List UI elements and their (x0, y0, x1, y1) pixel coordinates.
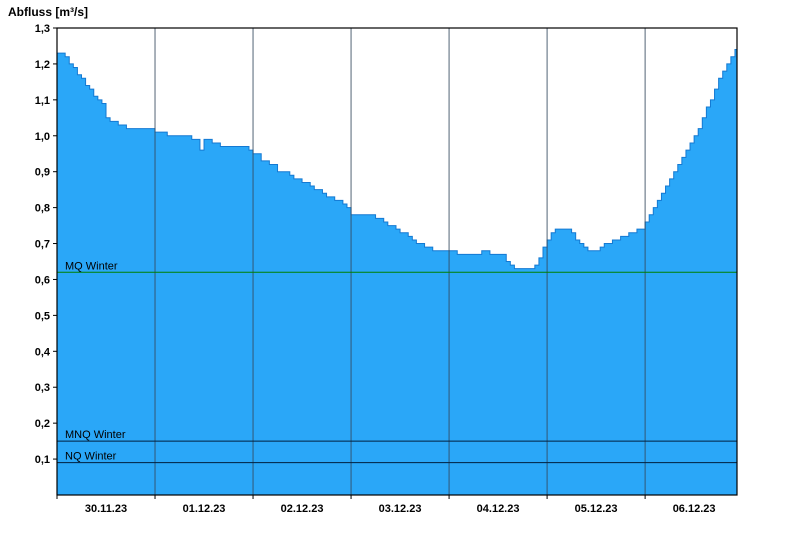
plot-border (56, 27, 738, 496)
reference-line-label: NQ Winter (65, 451, 117, 463)
y-axis-tick-label: 0,2 (35, 418, 50, 430)
reference-line-label: MNQ Winter (65, 429, 126, 441)
discharge-step-line (57, 42, 738, 270)
x-axis-date-label: 05.12.23 (575, 503, 618, 515)
x-axis-date-label: 03.12.23 (379, 503, 422, 515)
x-axis-date-label: 02.12.23 (281, 503, 324, 515)
reference-line-label: MQ Winter (65, 260, 118, 272)
x-axis-date-label: 01.12.23 (183, 503, 226, 515)
x-axis-date-label: 04.12.23 (477, 503, 520, 515)
y-axis-tick-label: 1,1 (35, 95, 50, 107)
y-axis-tick-label: 1,3 (35, 23, 50, 35)
x-axis-date-label: 06.12.23 (673, 503, 716, 515)
y-axis-tick-label: 0,8 (35, 203, 50, 215)
y-axis-tick-label: 1,2 (35, 59, 50, 71)
y-axis-tick-label: 0,9 (35, 167, 50, 179)
y-axis-tick-label: 0,6 (35, 274, 50, 286)
chart-title: Abfluss [m³/s] (8, 5, 89, 19)
x-axis-date-label: 30.11.23 (85, 503, 127, 515)
discharge-area (57, 42, 737, 495)
y-axis-tick-label: 0,3 (35, 382, 50, 394)
y-axis-tick-label: 1,0 (35, 131, 50, 143)
y-axis-tick-label: 0,5 (35, 310, 50, 322)
y-axis-tick-label: 0,7 (35, 239, 50, 251)
y-axis-tick-label: 0,1 (35, 454, 50, 466)
y-axis-tick-label: 0,4 (35, 346, 51, 358)
